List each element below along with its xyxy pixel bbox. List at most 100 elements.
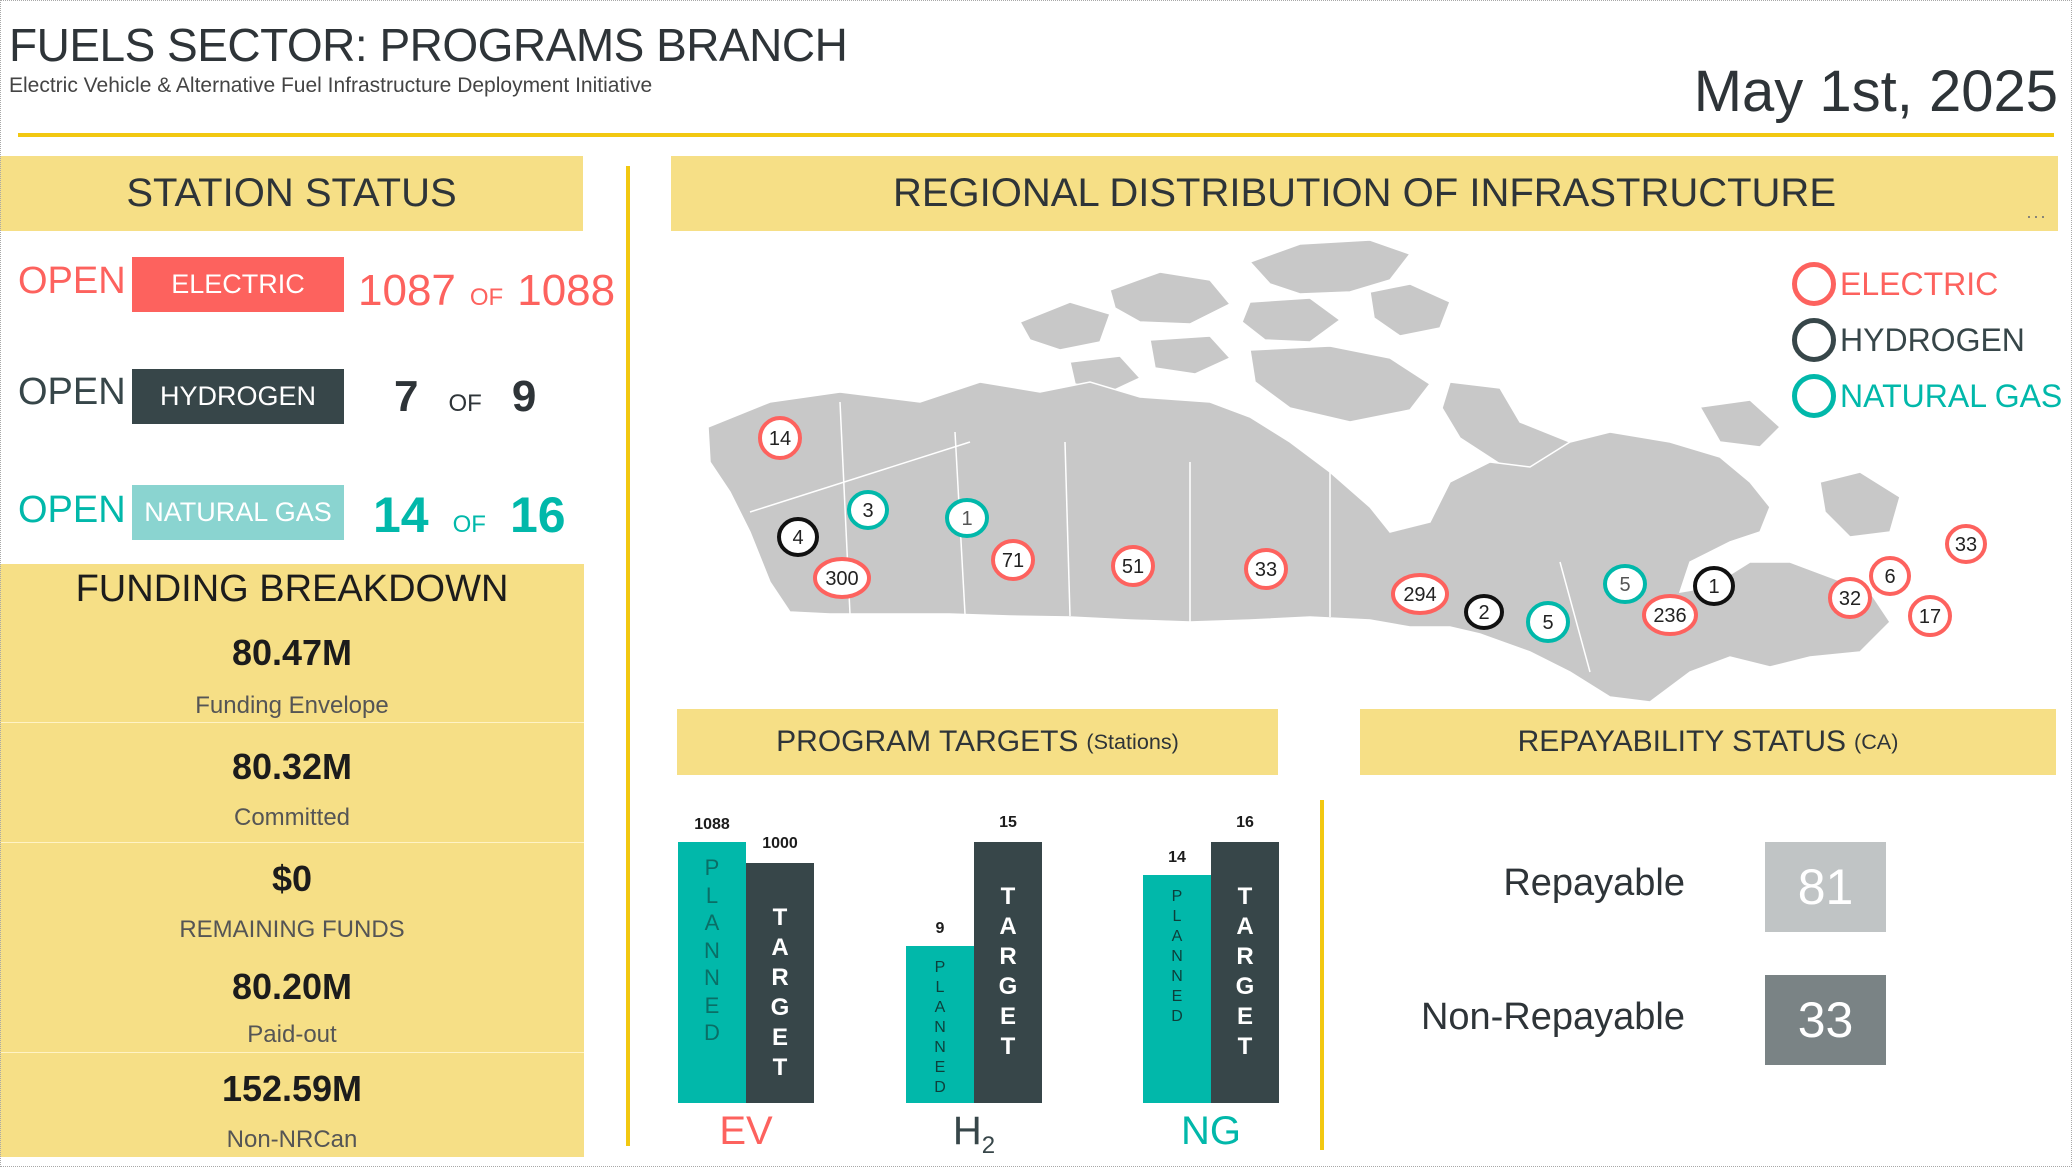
bar-letter: D bbox=[1171, 1008, 1183, 1025]
map-marker-ring bbox=[1244, 548, 1288, 590]
map-marker-value: 300 bbox=[825, 568, 858, 590]
bar-letter: N bbox=[934, 1019, 946, 1036]
planned-bar[interactable] bbox=[678, 842, 746, 1103]
bar-letter: T bbox=[1237, 883, 1253, 910]
category-label: H2 bbox=[952, 1109, 996, 1159]
planned-bar[interactable] bbox=[906, 946, 974, 1103]
map-marker-hydrogen[interactable]: 1 bbox=[1693, 566, 1735, 606]
bar-letter: A bbox=[934, 999, 946, 1016]
target-bar[interactable] bbox=[746, 863, 814, 1103]
legend-item-natural-gas[interactable]: NATURAL GAS bbox=[1792, 374, 2062, 418]
bar-letter: T bbox=[772, 904, 788, 931]
non-nrcan-label: Non-NRCan bbox=[226, 1126, 358, 1152]
map-marker-electric[interactable]: 236 bbox=[1642, 594, 1698, 636]
map-marker-ring bbox=[991, 539, 1035, 581]
map-marker-electric[interactable]: 14 bbox=[758, 416, 802, 460]
map-marker-ring bbox=[1693, 566, 1735, 606]
target-bar[interactable] bbox=[974, 842, 1042, 1103]
map-marker-ring bbox=[813, 557, 871, 599]
bar-letter: P bbox=[704, 855, 720, 880]
map-marker-ring bbox=[1526, 601, 1570, 643]
ellipsis-icon[interactable]: ··· bbox=[2026, 206, 2047, 226]
map-marker-value: 236 bbox=[1653, 605, 1686, 627]
open-label-hydrogen: OPEN bbox=[18, 371, 126, 413]
map-marker-hydrogen[interactable]: 4 bbox=[777, 517, 819, 557]
map-marker-electric[interactable]: 294 bbox=[1391, 573, 1449, 615]
bar-letter: P bbox=[1171, 888, 1183, 905]
bar-letter: N bbox=[704, 965, 720, 990]
funding-panel bbox=[0, 564, 584, 1157]
right-column-divider bbox=[1320, 800, 1324, 1150]
of-label-hydrogen: OF bbox=[448, 390, 482, 417]
legend-item-electric[interactable]: ELECTRIC bbox=[1792, 262, 1998, 306]
bar-letter: E bbox=[1236, 1003, 1253, 1030]
non-nrcan-value: 152.59M bbox=[221, 1068, 363, 1109]
bar-letter: A bbox=[771, 934, 789, 961]
map-marker-value: 33 bbox=[1255, 559, 1277, 581]
map-marker-hydrogen[interactable]: 2 bbox=[1464, 594, 1504, 630]
target-bar[interactable] bbox=[1211, 842, 1279, 1103]
legend-electric-icon bbox=[1792, 262, 1836, 306]
map-marker-value: 14 bbox=[769, 428, 791, 450]
bar-letter: T bbox=[1237, 1033, 1253, 1060]
funding-divider bbox=[0, 722, 584, 723]
report-date: May 1st, 2025 bbox=[1693, 59, 2058, 124]
paid-out-label: Paid-out bbox=[247, 1021, 337, 1048]
bar-letter: E bbox=[999, 1003, 1016, 1030]
open-count-electric: 1087 bbox=[358, 266, 456, 315]
repayable-value: 81 bbox=[1797, 859, 1854, 915]
map-marker-electric[interactable]: 6 bbox=[1869, 556, 1911, 596]
map-marker-ring bbox=[777, 517, 819, 557]
page-subtitle: Electric Vehicle & Alternative Fuel Infr… bbox=[9, 74, 653, 97]
paid-out-value: 80.20M bbox=[231, 966, 353, 1007]
bar-letter: A bbox=[1171, 928, 1183, 945]
fuel-tag-natural-gas-label: NATURAL GAS bbox=[144, 497, 332, 527]
map-marker-natural-gas[interactable]: 5 bbox=[1526, 601, 1570, 643]
target-value-label: 15 bbox=[999, 814, 1017, 831]
map-marker-value: 1 bbox=[1708, 576, 1719, 598]
map-marker-value: 51 bbox=[1122, 556, 1144, 578]
map-marker-ring bbox=[847, 490, 889, 530]
map-marker-natural-gas[interactable]: 1 bbox=[945, 498, 989, 538]
map-marker-electric[interactable]: 32 bbox=[1828, 577, 1872, 619]
repayable-value-box: 81 bbox=[1765, 842, 1886, 932]
station-count-electric: 1087 OF 1088 bbox=[358, 266, 615, 316]
total-count-hydrogen: 9 bbox=[511, 372, 537, 421]
bar-letter: E bbox=[934, 1059, 946, 1076]
map-marker-electric[interactable]: 33 bbox=[1244, 548, 1288, 590]
map-marker-electric[interactable]: 300 bbox=[813, 557, 871, 599]
map-header: REGIONAL DISTRIBUTION OF INFRASTRUCTURE bbox=[671, 156, 2058, 231]
map-marker-natural-gas[interactable]: 5 bbox=[1603, 564, 1647, 604]
bar-letter: R bbox=[1236, 943, 1254, 970]
map-marker-electric[interactable]: 33 bbox=[1945, 524, 1987, 564]
repayable-label: Repayable bbox=[1503, 862, 1685, 904]
legend-natural-gas-label: NATURAL GAS bbox=[1840, 377, 2063, 414]
map-marker-ring bbox=[1908, 595, 1952, 637]
station-count-natural-gas: 14 OF 16 bbox=[373, 486, 566, 544]
map-marker-ring bbox=[1603, 564, 1647, 604]
bar-letter: E bbox=[704, 992, 720, 1018]
map-marker-electric[interactable]: 51 bbox=[1111, 545, 1155, 587]
bar-letter: R bbox=[999, 943, 1017, 970]
of-label-natural-gas: OF bbox=[452, 511, 486, 538]
map-marker-value: 32 bbox=[1839, 588, 1861, 610]
map-marker-natural-gas[interactable]: 3 bbox=[847, 490, 889, 530]
repayability-title: REPAYABILITY STATUS bbox=[1517, 725, 1847, 758]
map-marker-ring bbox=[1464, 594, 1504, 630]
map-marker-electric[interactable]: 71 bbox=[991, 539, 1035, 581]
legend-item-hydrogen[interactable]: HYDROGEN bbox=[1792, 318, 2025, 362]
total-count-natural-gas: 16 bbox=[509, 487, 566, 543]
repayability-header: REPAYABILITY STATUS (CA) bbox=[1360, 709, 2056, 775]
bar-letter: A bbox=[704, 910, 720, 935]
bar-letter: N bbox=[1171, 968, 1183, 985]
map-marker-value: 6 bbox=[1884, 566, 1895, 588]
map-marker-value: 294 bbox=[1403, 584, 1436, 606]
planned-bar[interactable] bbox=[1143, 875, 1211, 1103]
left-column-divider bbox=[626, 166, 630, 1146]
canada-map-shape bbox=[707, 239, 1901, 703]
map-marker-electric[interactable]: 17 bbox=[1908, 595, 1952, 637]
program-targets-suffix: (Stations) bbox=[1086, 729, 1179, 754]
